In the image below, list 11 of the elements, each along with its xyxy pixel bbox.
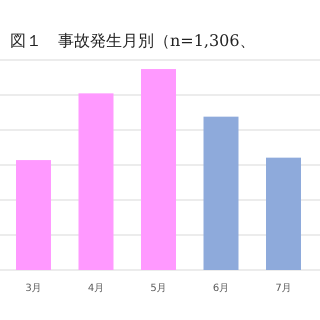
- x-tick-label: 6月: [212, 283, 230, 294]
- chart-title: 図１ 事故発生月別（n=1,306、: [10, 31, 256, 50]
- x-tick-label: 3月: [25, 283, 42, 294]
- bar: [78, 93, 114, 270]
- bar: [204, 116, 238, 270]
- bar: [16, 160, 51, 270]
- bar: [141, 69, 176, 270]
- bar: [266, 158, 301, 270]
- x-tick-label: 5月: [150, 283, 167, 294]
- x-tick-label: 4月: [88, 283, 104, 294]
- x-tick-label: 7月: [275, 283, 292, 294]
